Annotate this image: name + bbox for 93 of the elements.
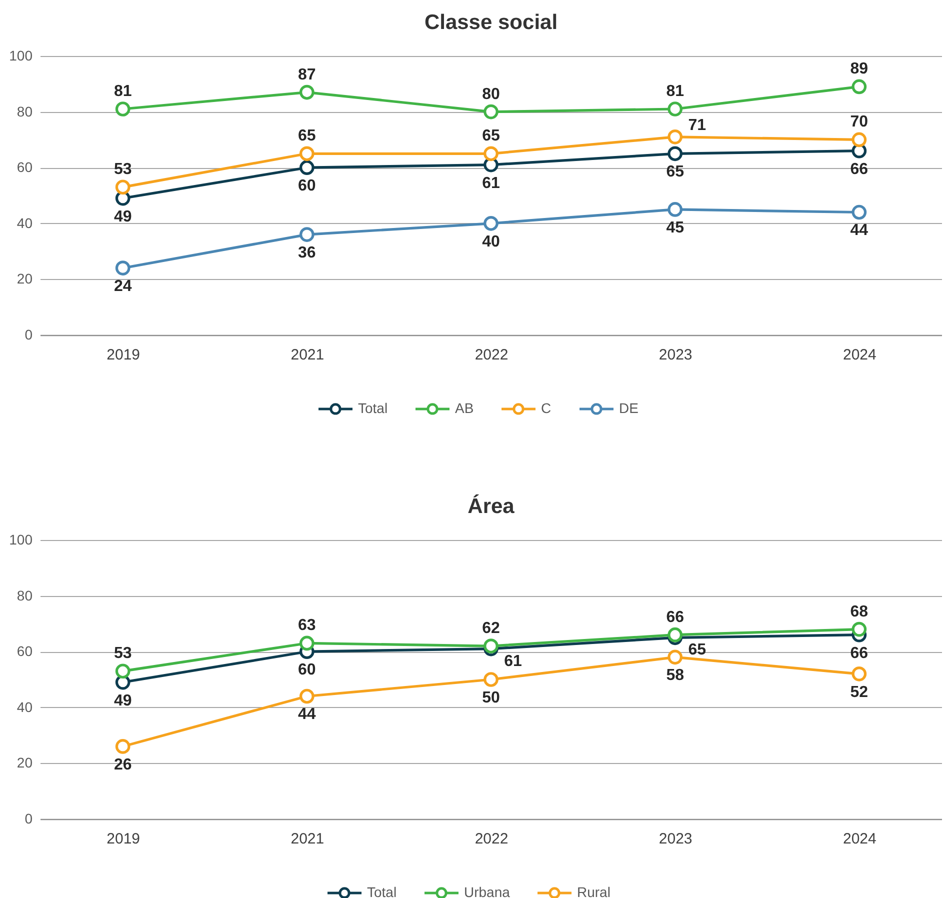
data-label: 61 <box>504 652 522 670</box>
data-label: 26 <box>114 756 132 774</box>
legend-label: Rural <box>577 884 610 898</box>
point <box>299 160 314 176</box>
y-tick-label: 60 <box>16 643 33 660</box>
data-label: 44 <box>850 222 868 240</box>
data-label: 70 <box>850 114 868 131</box>
point <box>852 204 867 220</box>
point <box>668 146 683 162</box>
x-tick-label: 2019 <box>106 830 140 848</box>
y-tick-label: 40 <box>16 214 33 231</box>
data-label: 36 <box>298 244 316 262</box>
point <box>852 132 867 148</box>
y-tick-label: 40 <box>16 698 33 715</box>
point <box>852 666 867 682</box>
x-tick-label: 2022 <box>474 830 508 848</box>
x-tick-label: 2024 <box>842 346 876 364</box>
data-label: 89 <box>850 60 868 78</box>
point <box>115 180 130 195</box>
legend-label: Total <box>367 884 397 898</box>
y-tick-label: 60 <box>16 159 33 176</box>
y-tick-label: 100 <box>9 532 33 548</box>
data-label: 52 <box>850 684 868 701</box>
data-label: 65 <box>482 128 500 145</box>
point <box>115 260 130 276</box>
x-tick-label: 2023 <box>658 346 692 364</box>
point <box>668 202 683 217</box>
legend-label: C <box>541 400 552 416</box>
data-label: 65 <box>666 164 684 181</box>
data-label: 66 <box>850 644 868 662</box>
point <box>299 146 314 162</box>
x-tick-label: 2019 <box>106 346 140 364</box>
point <box>484 638 498 654</box>
chart-title: Classe social <box>424 11 558 34</box>
data-label: 60 <box>298 662 316 679</box>
y-tick-label: 20 <box>16 754 33 771</box>
legend-label: DE <box>619 400 638 416</box>
data-label: 71 <box>688 116 706 134</box>
x-tick-label: 2023 <box>658 830 692 848</box>
point <box>299 688 314 704</box>
data-label: 44 <box>298 706 316 724</box>
data-label: 87 <box>298 66 316 84</box>
data-label: 49 <box>114 692 132 710</box>
y-tick-label: 0 <box>24 326 33 342</box>
point <box>115 739 130 754</box>
point <box>484 216 498 231</box>
point <box>484 104 498 120</box>
point <box>115 664 130 679</box>
x-tick-label: 2024 <box>842 830 876 848</box>
chart-title: Área <box>468 494 515 518</box>
data-label: 66 <box>666 608 684 626</box>
data-label: 81 <box>666 83 684 100</box>
point <box>115 102 130 116</box>
y-tick-label: 80 <box>16 103 33 120</box>
x-tick-label: 2021 <box>290 830 324 848</box>
data-label: 49 <box>114 208 132 226</box>
point <box>668 102 683 116</box>
data-label: 53 <box>114 161 132 178</box>
data-label: 66 <box>850 160 868 178</box>
legend-label: Total <box>358 400 388 416</box>
legend-label: AB <box>455 400 474 416</box>
legend-label: Urbana <box>464 884 510 898</box>
point <box>299 636 314 651</box>
x-tick-label: 2021 <box>290 346 324 364</box>
y-tick-label: 80 <box>16 587 33 604</box>
point <box>484 146 498 162</box>
data-label: 81 <box>114 83 132 100</box>
data-label: 65 <box>688 642 706 659</box>
point <box>299 227 314 242</box>
point <box>668 130 683 144</box>
data-label: 53 <box>114 645 132 662</box>
y-tick-label: 100 <box>9 48 33 64</box>
y-tick-label: 20 <box>16 270 33 287</box>
point <box>299 84 314 100</box>
data-label: 61 <box>482 174 500 192</box>
point <box>668 627 683 642</box>
data-label: 58 <box>666 667 684 684</box>
data-label: 24 <box>114 278 132 296</box>
data-label: 68 <box>850 603 868 620</box>
y-tick-label: 0 <box>24 810 33 826</box>
point <box>668 650 683 665</box>
data-label: 50 <box>482 690 500 706</box>
point <box>852 79 867 94</box>
point <box>484 672 498 687</box>
x-tick-label: 2022 <box>474 346 508 364</box>
data-label: 80 <box>482 86 500 103</box>
data-label: 40 <box>482 233 500 250</box>
point <box>852 622 867 637</box>
data-label: 63 <box>298 617 316 634</box>
data-label: 45 <box>666 219 684 236</box>
data-label: 62 <box>482 620 500 638</box>
data-label: 60 <box>298 178 316 195</box>
data-label: 65 <box>298 128 316 145</box>
